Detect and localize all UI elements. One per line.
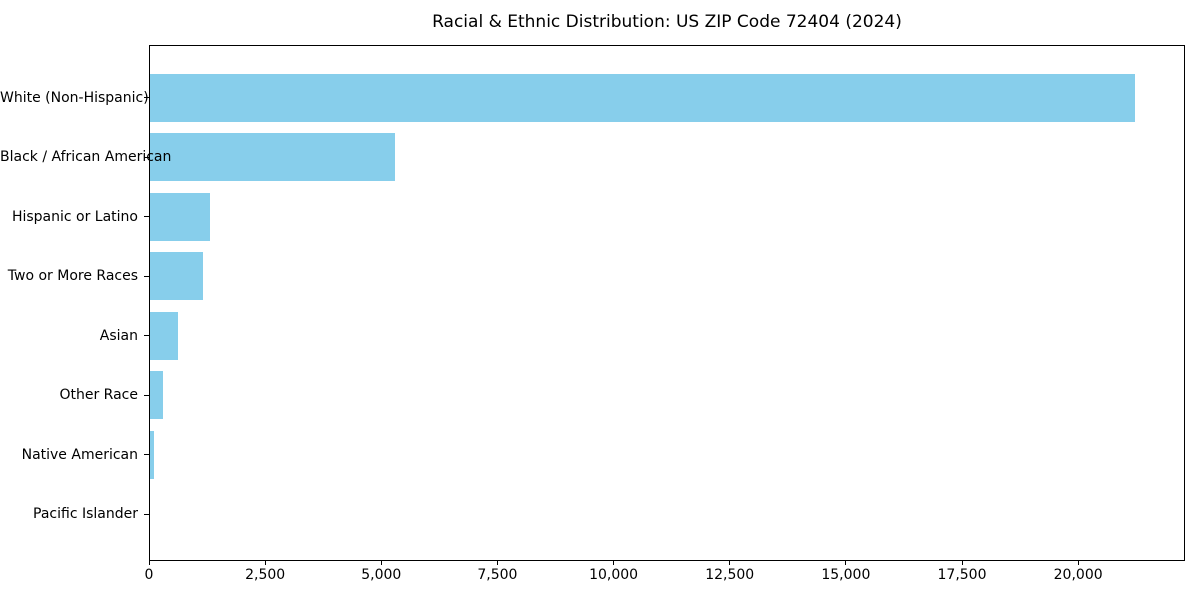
x-tick-mark <box>1077 561 1079 565</box>
x-tick-mark <box>148 561 150 565</box>
x-tick-mark <box>380 561 382 565</box>
y-tick-mark <box>144 275 149 277</box>
x-tick-mark <box>961 561 963 565</box>
x-tick-mark <box>264 561 266 565</box>
y-tick-mark <box>144 156 149 158</box>
y-tick-mark <box>144 454 149 455</box>
y-category-label: Native American <box>21 446 138 463</box>
y-tick-mark <box>144 97 149 98</box>
y-tick-mark <box>144 216 149 217</box>
y-category-label: Hispanic or Latino <box>11 208 138 225</box>
y-tick-mark <box>144 513 149 515</box>
plot-area <box>149 45 1185 561</box>
chart-title: Racial & Ethnic Distribution: US ZIP Cod… <box>432 12 902 32</box>
y-category-label: Other Race <box>59 387 138 403</box>
bar-black-african-american <box>150 133 395 181</box>
bar-two-or-more-races <box>150 252 203 300</box>
x-tick-label: 0 <box>144 567 154 583</box>
x-tick-mark <box>845 561 847 565</box>
x-tick-label: 7,500 <box>477 567 518 583</box>
bar-native-american <box>150 430 154 479</box>
y-category-label: Two or More Races <box>7 268 138 284</box>
x-tick-label: 10,000 <box>589 567 639 583</box>
y-tick-mark <box>144 335 149 336</box>
x-tick-mark <box>496 561 498 565</box>
y-tick-mark <box>144 394 149 396</box>
x-tick-label: 15,000 <box>821 567 871 583</box>
y-category-label: White (Non-Hispanic) <box>0 89 149 106</box>
y-category-label: Black / African American <box>0 149 172 165</box>
bar-other-race <box>150 371 163 419</box>
x-tick-label: 20,000 <box>1053 567 1103 583</box>
x-tick-mark <box>729 561 731 565</box>
x-tick-mark <box>613 561 615 565</box>
y-category-label: Pacific Islander <box>33 506 138 522</box>
bar-white-non-hispanic <box>150 73 1135 122</box>
bar-hispanic-or-latino <box>150 192 210 241</box>
bar-asian <box>150 311 178 360</box>
y-category-label: Asian <box>99 327 138 344</box>
x-tick-label: 5,000 <box>361 567 402 583</box>
x-tick-label: 17,500 <box>937 567 987 583</box>
x-tick-label: 2,500 <box>245 567 286 583</box>
x-tick-label: 12,500 <box>705 567 755 583</box>
